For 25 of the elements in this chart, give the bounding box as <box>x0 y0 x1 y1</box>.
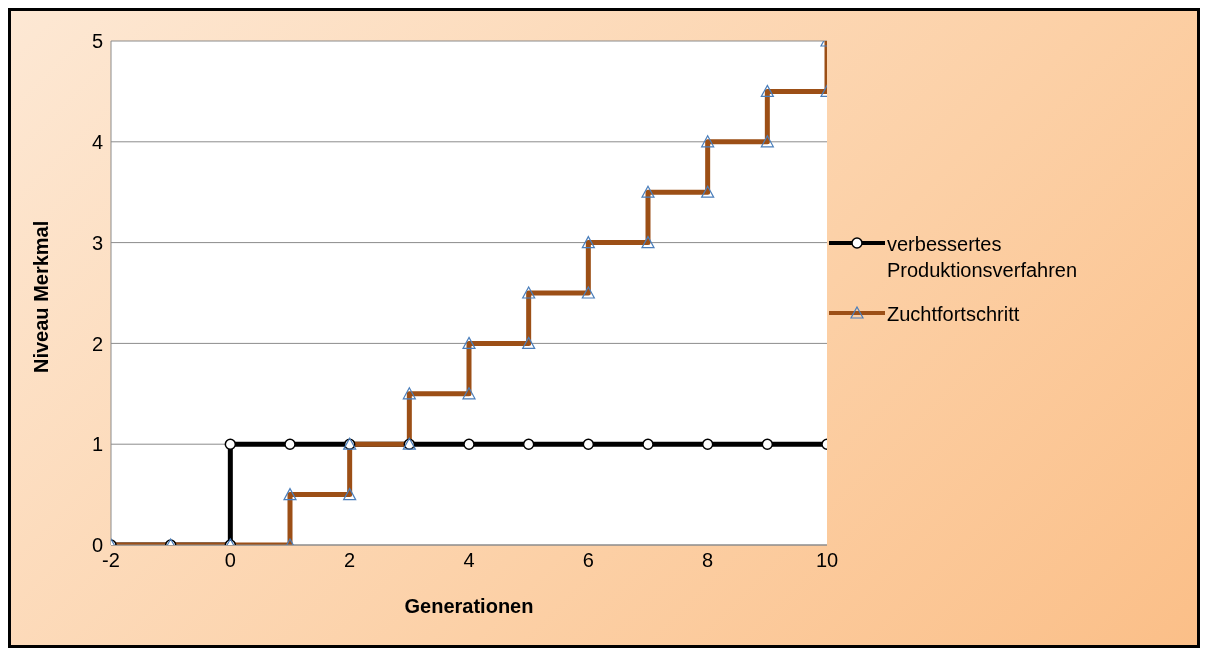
point <box>463 438 475 450</box>
y-tick-label: 5 <box>91 30 103 53</box>
point <box>522 438 535 450</box>
x-tick-label: 0 <box>224 549 236 572</box>
y-tick-label: 2 <box>91 332 103 355</box>
x-tick-label: 2 <box>344 549 356 572</box>
y-tick-label: 4 <box>91 130 103 153</box>
x-tick-label: 10 <box>815 549 839 572</box>
x-tick-label: 4 <box>463 549 475 572</box>
point <box>284 438 296 450</box>
x-tick-label: 8 <box>702 549 714 572</box>
point <box>224 438 237 450</box>
point <box>642 438 654 450</box>
y-tick-label: 1 <box>91 433 103 456</box>
point <box>582 438 595 450</box>
y-tick-label: 0 <box>91 534 103 557</box>
x-axis-title: Generationen <box>404 595 534 617</box>
y-tick-label: 3 <box>91 231 103 254</box>
y-axis-title: Niveau Merkmal <box>30 220 53 373</box>
point <box>761 438 774 450</box>
x-tick-label: -2 <box>102 549 120 572</box>
legend-label: verbessertes Produktionsverfahren <box>887 232 1079 283</box>
legend-label: Zuchtfortschritt <box>887 302 1021 327</box>
x-tick-label: 6 <box>582 549 594 572</box>
point <box>701 438 714 450</box>
